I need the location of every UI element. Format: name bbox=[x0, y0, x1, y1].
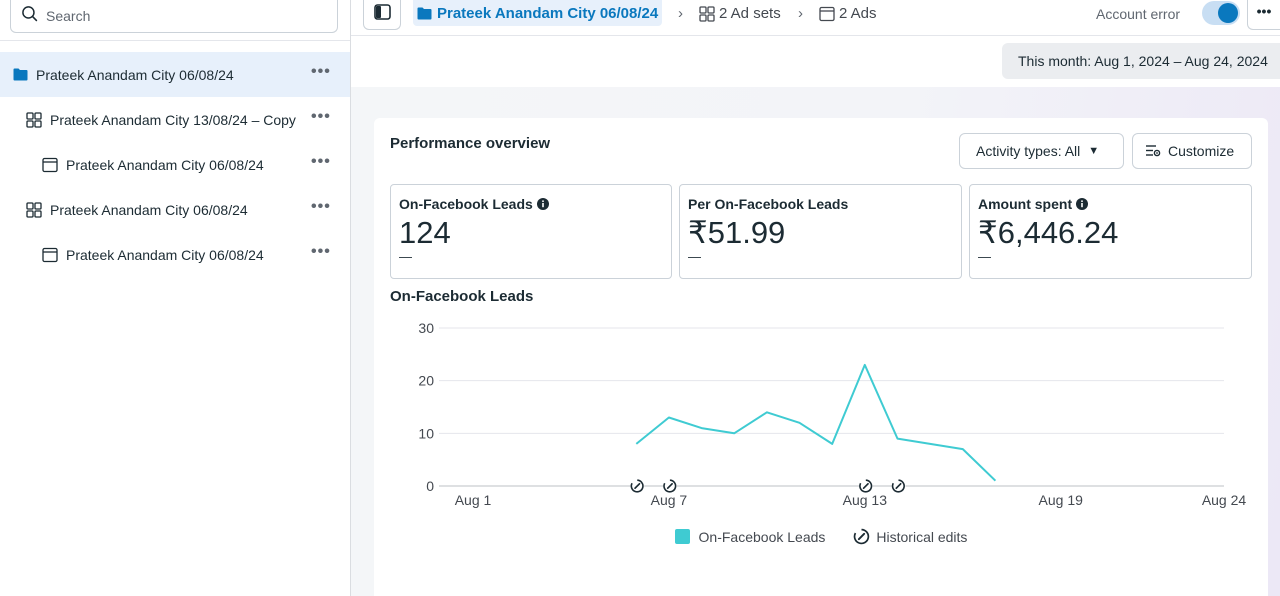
metric-label: Amount spent bbox=[978, 196, 1243, 212]
chart-title: On-Facebook Leads bbox=[390, 288, 534, 305]
activity-types-label: Activity types: All bbox=[976, 143, 1081, 159]
more-options-button[interactable]: ••• bbox=[311, 243, 331, 260]
metric-value: 124 bbox=[399, 215, 451, 250]
more-options-button[interactable]: ••• bbox=[311, 108, 331, 125]
main-header: This month: Aug 1, 2024 – Aug 24, 2024 ▼ bbox=[351, 37, 1280, 87]
metric-label-text: On-Facebook Leads bbox=[399, 196, 533, 212]
more-options-button[interactable]: ••• bbox=[1247, 0, 1280, 30]
more-options-button[interactable]: ••• bbox=[311, 198, 331, 215]
customize-settings-icon bbox=[1145, 144, 1161, 158]
x-tick-label: Aug 24 bbox=[1202, 492, 1247, 508]
metric-value: ₹6,446.24 bbox=[978, 215, 1119, 250]
y-tick-label: 20 bbox=[418, 373, 434, 389]
legend-label: Historical edits bbox=[876, 528, 968, 545]
search-input[interactable] bbox=[46, 8, 316, 24]
top-bar: Prateek Anandam City 06/08/24 › 2 Ad set… bbox=[351, 0, 1280, 36]
metric-comparison: — bbox=[978, 249, 991, 264]
leads-line-chart: 0 10 20 30 Aug 1 Aug 7 Aug 13 Aug 19 Aug 24 bbox=[418, 320, 1247, 508]
tree-item-adset[interactable]: Prateek Anandam City 06/08/24 ••• bbox=[0, 187, 350, 232]
historical-edit-icon bbox=[853, 528, 870, 545]
adset-grid-icon bbox=[26, 201, 42, 218]
search-box[interactable] bbox=[10, 0, 338, 33]
sidebar: Prateek Anandam City 06/08/24 ••• Pratee… bbox=[0, 0, 351, 596]
y-tick-label: 10 bbox=[418, 425, 434, 441]
sidebar-divider bbox=[0, 40, 350, 41]
historical-edit-marker[interactable] bbox=[630, 479, 645, 493]
date-range-label: This month: Aug 1, 2024 – Aug 24, 2024 bbox=[1018, 53, 1268, 69]
historical-edit-marker[interactable] bbox=[662, 479, 677, 493]
legend-swatch bbox=[674, 529, 690, 544]
customize-button[interactable]: Customize bbox=[1132, 133, 1252, 169]
breadcrumb-campaign[interactable]: Prateek Anandam City 06/08/24 bbox=[413, 0, 663, 26]
legend-label: On-Facebook Leads bbox=[698, 528, 826, 545]
y-tick-label: 0 bbox=[426, 478, 434, 494]
x-tick-label: Aug 7 bbox=[651, 492, 688, 508]
metric-card-cost-per-lead[interactable]: Per On-Facebook Leads ₹51.99 — bbox=[679, 184, 962, 279]
metric-card-leads[interactable]: On-Facebook Leads 124 — bbox=[390, 184, 672, 279]
metric-comparison: — bbox=[688, 249, 701, 264]
ad-window-icon bbox=[819, 6, 835, 22]
ad-window-icon bbox=[42, 157, 58, 173]
tree-item-ad[interactable]: Prateek Anandam City 06/08/24 ••• bbox=[0, 232, 350, 277]
tree-item-label: Prateek Anandam City 06/08/24 bbox=[66, 156, 264, 173]
series-line bbox=[635, 363, 997, 482]
toggle-panel-button[interactable] bbox=[363, 0, 401, 30]
tree-item-label: Prateek Anandam City 06/08/24 bbox=[50, 201, 248, 218]
x-tick-label: Aug 13 bbox=[843, 492, 888, 508]
tree-item-campaign[interactable]: Prateek Anandam City 06/08/24 ••• bbox=[0, 52, 350, 97]
campaign-toggle[interactable] bbox=[1202, 1, 1240, 25]
date-range-picker[interactable]: This month: Aug 1, 2024 – Aug 24, 2024 ▼ bbox=[1002, 43, 1280, 79]
account-error-label: Account error bbox=[1096, 6, 1181, 22]
tree-item-ad[interactable]: Prateek Anandam City 06/08/24 ••• bbox=[0, 142, 350, 187]
breadcrumb-ads-label: 2 Ads bbox=[839, 5, 877, 22]
tree-item-label: Prateek Anandam City 06/08/24 bbox=[36, 66, 234, 83]
metric-label-text: Amount spent bbox=[978, 196, 1073, 212]
adset-grid-icon bbox=[26, 111, 42, 128]
adset-grid-icon bbox=[699, 5, 715, 22]
activity-types-dropdown[interactable]: Activity types: All ▼ bbox=[959, 133, 1124, 169]
tree-item-label: Prateek Anandam City 06/08/24 bbox=[66, 246, 264, 263]
tree-item-adset[interactable]: Prateek Anandam City 13/08/24 – Copy ••• bbox=[0, 97, 350, 142]
main-area: This month: Aug 1, 2024 – Aug 24, 2024 ▼… bbox=[351, 37, 1280, 596]
card-title: Performance overview bbox=[390, 135, 551, 152]
campaign-tree: Prateek Anandam City 06/08/24 ••• Pratee… bbox=[0, 52, 350, 277]
sidebar-panel-icon bbox=[373, 4, 391, 25]
search-icon bbox=[21, 5, 38, 27]
chevron-right-icon: › bbox=[678, 5, 683, 22]
breadcrumb-adsets-label: 2 Ad sets bbox=[719, 5, 781, 22]
breadcrumb-ads[interactable]: 2 Ads bbox=[819, 5, 877, 22]
toggle-knob bbox=[1218, 3, 1238, 23]
metric-card-amount-spent[interactable]: Amount spent ₹6,446.24 — bbox=[969, 184, 1252, 279]
breadcrumb-adsets[interactable]: 2 Ad sets bbox=[699, 5, 781, 22]
breadcrumb-campaign-label: Prateek Anandam City 06/08/24 bbox=[437, 4, 659, 22]
tree-item-label: Prateek Anandam City 13/08/24 – Copy bbox=[50, 111, 296, 128]
folder-icon bbox=[417, 7, 432, 20]
ad-window-icon bbox=[42, 247, 58, 263]
x-tick-label: Aug 1 bbox=[455, 492, 492, 508]
historical-edit-marker[interactable] bbox=[891, 479, 906, 493]
metric-label: Per On-Facebook Leads bbox=[688, 196, 953, 212]
folder-icon bbox=[12, 67, 28, 83]
info-icon[interactable] bbox=[1076, 198, 1089, 210]
x-tick-label: Aug 19 bbox=[1039, 492, 1084, 508]
legend-item-historical-edits[interactable]: Historical edits bbox=[853, 528, 967, 545]
info-icon[interactable] bbox=[536, 198, 549, 210]
metric-label: On-Facebook Leads bbox=[399, 196, 663, 212]
metric-label-text: Per On-Facebook Leads bbox=[688, 196, 849, 212]
chevron-right-icon: › bbox=[798, 5, 803, 22]
y-tick-label: 30 bbox=[418, 320, 434, 336]
metric-value: ₹51.99 bbox=[688, 215, 786, 250]
legend-item-leads[interactable]: On-Facebook Leads bbox=[674, 528, 826, 545]
chart-legend: On-Facebook Leads Historical edits bbox=[374, 528, 1268, 545]
more-options-button[interactable]: ••• bbox=[311, 63, 331, 80]
more-options-button[interactable]: ••• bbox=[311, 153, 331, 170]
customize-label: Customize bbox=[1168, 143, 1235, 159]
performance-card: Performance overview Activity types: All… bbox=[374, 118, 1268, 596]
historical-edit-marker[interactable] bbox=[858, 479, 873, 493]
metric-comparison: — bbox=[399, 249, 412, 264]
caret-down-icon: ▼ bbox=[1088, 145, 1100, 157]
